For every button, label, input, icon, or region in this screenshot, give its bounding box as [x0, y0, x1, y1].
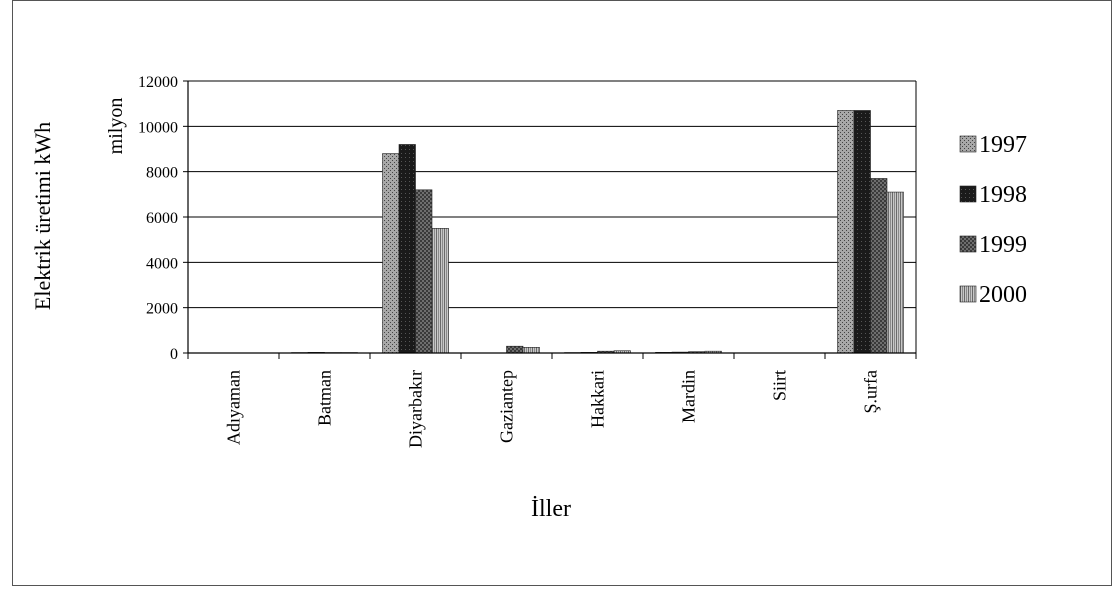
bar-1999-3	[506, 345, 524, 354]
bar-2000-3	[522, 347, 540, 354]
bar-1997-2	[382, 153, 400, 354]
x-tick-label: Adıyaman	[224, 370, 244, 445]
x-tick-label: Batman	[315, 370, 335, 426]
legend-label-1999: 1999	[979, 232, 1027, 258]
x-tick-label: Mardin	[679, 370, 699, 423]
bar-1998-7	[853, 110, 871, 354]
y-tick-label: 10000	[138, 119, 178, 136]
y-tick-label: 8000	[146, 165, 178, 182]
legend-label-1997: 1997	[979, 132, 1027, 158]
chart-frame	[12, 0, 1112, 586]
x-tick-label: Gaziantep	[497, 370, 517, 443]
y-tick-label: 2000	[146, 301, 178, 318]
bar-1999-7	[870, 178, 888, 354]
bars	[291, 110, 904, 354]
bar-1997-7	[837, 110, 855, 354]
legend: 1997 1998 1999 2000	[959, 132, 1027, 308]
x-tick-label: Hakkari	[588, 370, 608, 428]
bar-2000-7	[886, 191, 904, 354]
legend-swatch-1998	[959, 185, 977, 203]
x-tick-label: Siirt	[770, 370, 790, 401]
y-axis-title: Elektrik üretimi kWh	[30, 122, 55, 310]
y-axis-unit: milyon	[105, 98, 127, 155]
labels: 0 2000 4000 6000 8000 10000 12000 Adıyaman Batma…	[138, 74, 881, 448]
axes	[183, 80, 917, 359]
legend-label-2000: 2000	[979, 282, 1027, 308]
x-axis-title: İller	[531, 496, 571, 522]
gridlines	[188, 80, 916, 309]
bar-1999-2	[415, 189, 433, 354]
legend-swatch-1999	[959, 235, 977, 253]
y-tick-label: 4000	[146, 255, 178, 272]
x-tick-label: Ş.urfa	[861, 370, 881, 414]
legend-label-1998: 1998	[979, 182, 1027, 208]
x-tick-label: Diyarbakır	[406, 370, 426, 448]
y-tick-label: 0	[170, 346, 178, 363]
y-tick-label: 12000	[138, 74, 178, 91]
bar-1998-2	[398, 144, 416, 354]
legend-swatch-2000	[959, 285, 977, 303]
y-tick-label: 6000	[146, 210, 178, 227]
legend-swatch-1997	[959, 135, 977, 153]
bar-2000-2	[431, 228, 449, 354]
